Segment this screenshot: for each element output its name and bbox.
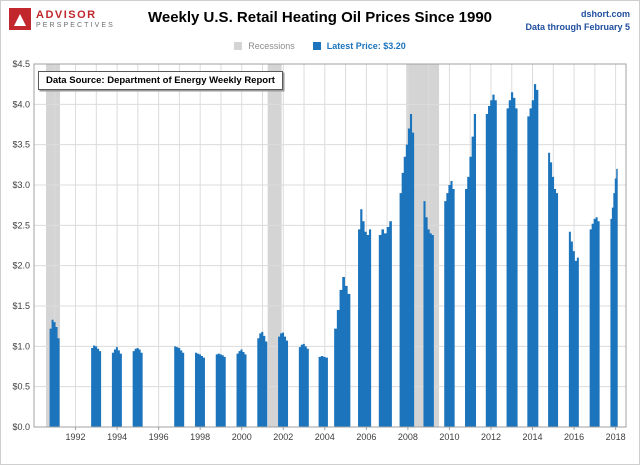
legend-latest-price-label: Latest Price: $3.20 bbox=[326, 41, 406, 51]
source-site-label: dshort.com bbox=[580, 9, 630, 19]
heating-oil-price-chart: $0.0 $0.5 $1.0 $1.5 $2.0 $2.5 $3.0 $3.5 $4.0 $4.5… bbox=[12, 59, 627, 442]
svg-text:2006: 2006 bbox=[356, 432, 376, 442]
data-through-label: Data through February 5 bbox=[525, 21, 630, 32]
x-axis-labels: 1992 1994 1996 1998 2000 2002 2004 2006 2008 2010… bbox=[66, 427, 626, 442]
y-axis-labels: $0.0 $0.5 $1.0 $1.5 $2.0 $2.5 $3.0 $3.5 $4.0 $4.5 bbox=[12, 59, 30, 432]
svg-text:$2.0: $2.0 bbox=[12, 261, 30, 271]
svg-text:$0.0: $0.0 bbox=[12, 422, 30, 432]
svg-text:2002: 2002 bbox=[273, 432, 293, 442]
svg-text:2012: 2012 bbox=[481, 432, 501, 442]
svg-text:1992: 1992 bbox=[66, 432, 86, 442]
svg-text:1996: 1996 bbox=[149, 432, 169, 442]
logo-text: ADVISOR PERSPECTIVES bbox=[36, 9, 115, 29]
svg-text:2014: 2014 bbox=[523, 432, 543, 442]
recession-swatch-icon bbox=[234, 42, 243, 50]
page-title: Weekly U.S. Retail Heating Oil Prices Si… bbox=[147, 9, 493, 26]
data-source-annotation: Data Source: Department of Energy Weekly… bbox=[38, 71, 283, 90]
chart-area: $0.0 $0.5 $1.0 $1.5 $2.0 $2.5 $3.0 $3.5 $4.0 $4.5… bbox=[1, 59, 639, 464]
logo-perspectives-label: PERSPECTIVES bbox=[36, 22, 115, 29]
svg-text:2004: 2004 bbox=[315, 432, 335, 442]
svg-text:2010: 2010 bbox=[439, 432, 459, 442]
svg-text:$3.5: $3.5 bbox=[12, 140, 30, 150]
price-areas bbox=[49, 84, 618, 428]
logo-triangle-icon bbox=[14, 14, 26, 26]
source-block: dshort.com Data through February 5 bbox=[525, 8, 630, 33]
svg-text:$1.0: $1.0 bbox=[12, 341, 30, 351]
svg-text:2018: 2018 bbox=[606, 432, 626, 442]
advisor-perspectives-logo: ADVISOR PERSPECTIVES bbox=[9, 8, 115, 30]
svg-text:2000: 2000 bbox=[232, 432, 252, 442]
legend: Recessions Latest Price: $3.20 bbox=[1, 41, 639, 51]
svg-text:2008: 2008 bbox=[398, 432, 418, 442]
svg-text:$2.5: $2.5 bbox=[12, 220, 30, 230]
svg-text:1998: 1998 bbox=[190, 432, 210, 442]
logo-advisor-label: ADVISOR bbox=[36, 9, 97, 21]
svg-text:$4.0: $4.0 bbox=[12, 99, 30, 109]
svg-text:2016: 2016 bbox=[564, 432, 584, 442]
svg-text:$1.5: $1.5 bbox=[12, 301, 30, 311]
svg-text:$0.5: $0.5 bbox=[12, 382, 30, 392]
legend-recessions-label: Recessions bbox=[248, 41, 295, 51]
latest-price-swatch-icon bbox=[312, 42, 321, 50]
svg-text:1994: 1994 bbox=[107, 432, 127, 442]
advisor-perspectives-logo-icon bbox=[9, 8, 31, 30]
svg-text:$4.5: $4.5 bbox=[12, 59, 30, 69]
svg-text:$3.0: $3.0 bbox=[12, 180, 30, 190]
plot-border bbox=[33, 63, 627, 428]
